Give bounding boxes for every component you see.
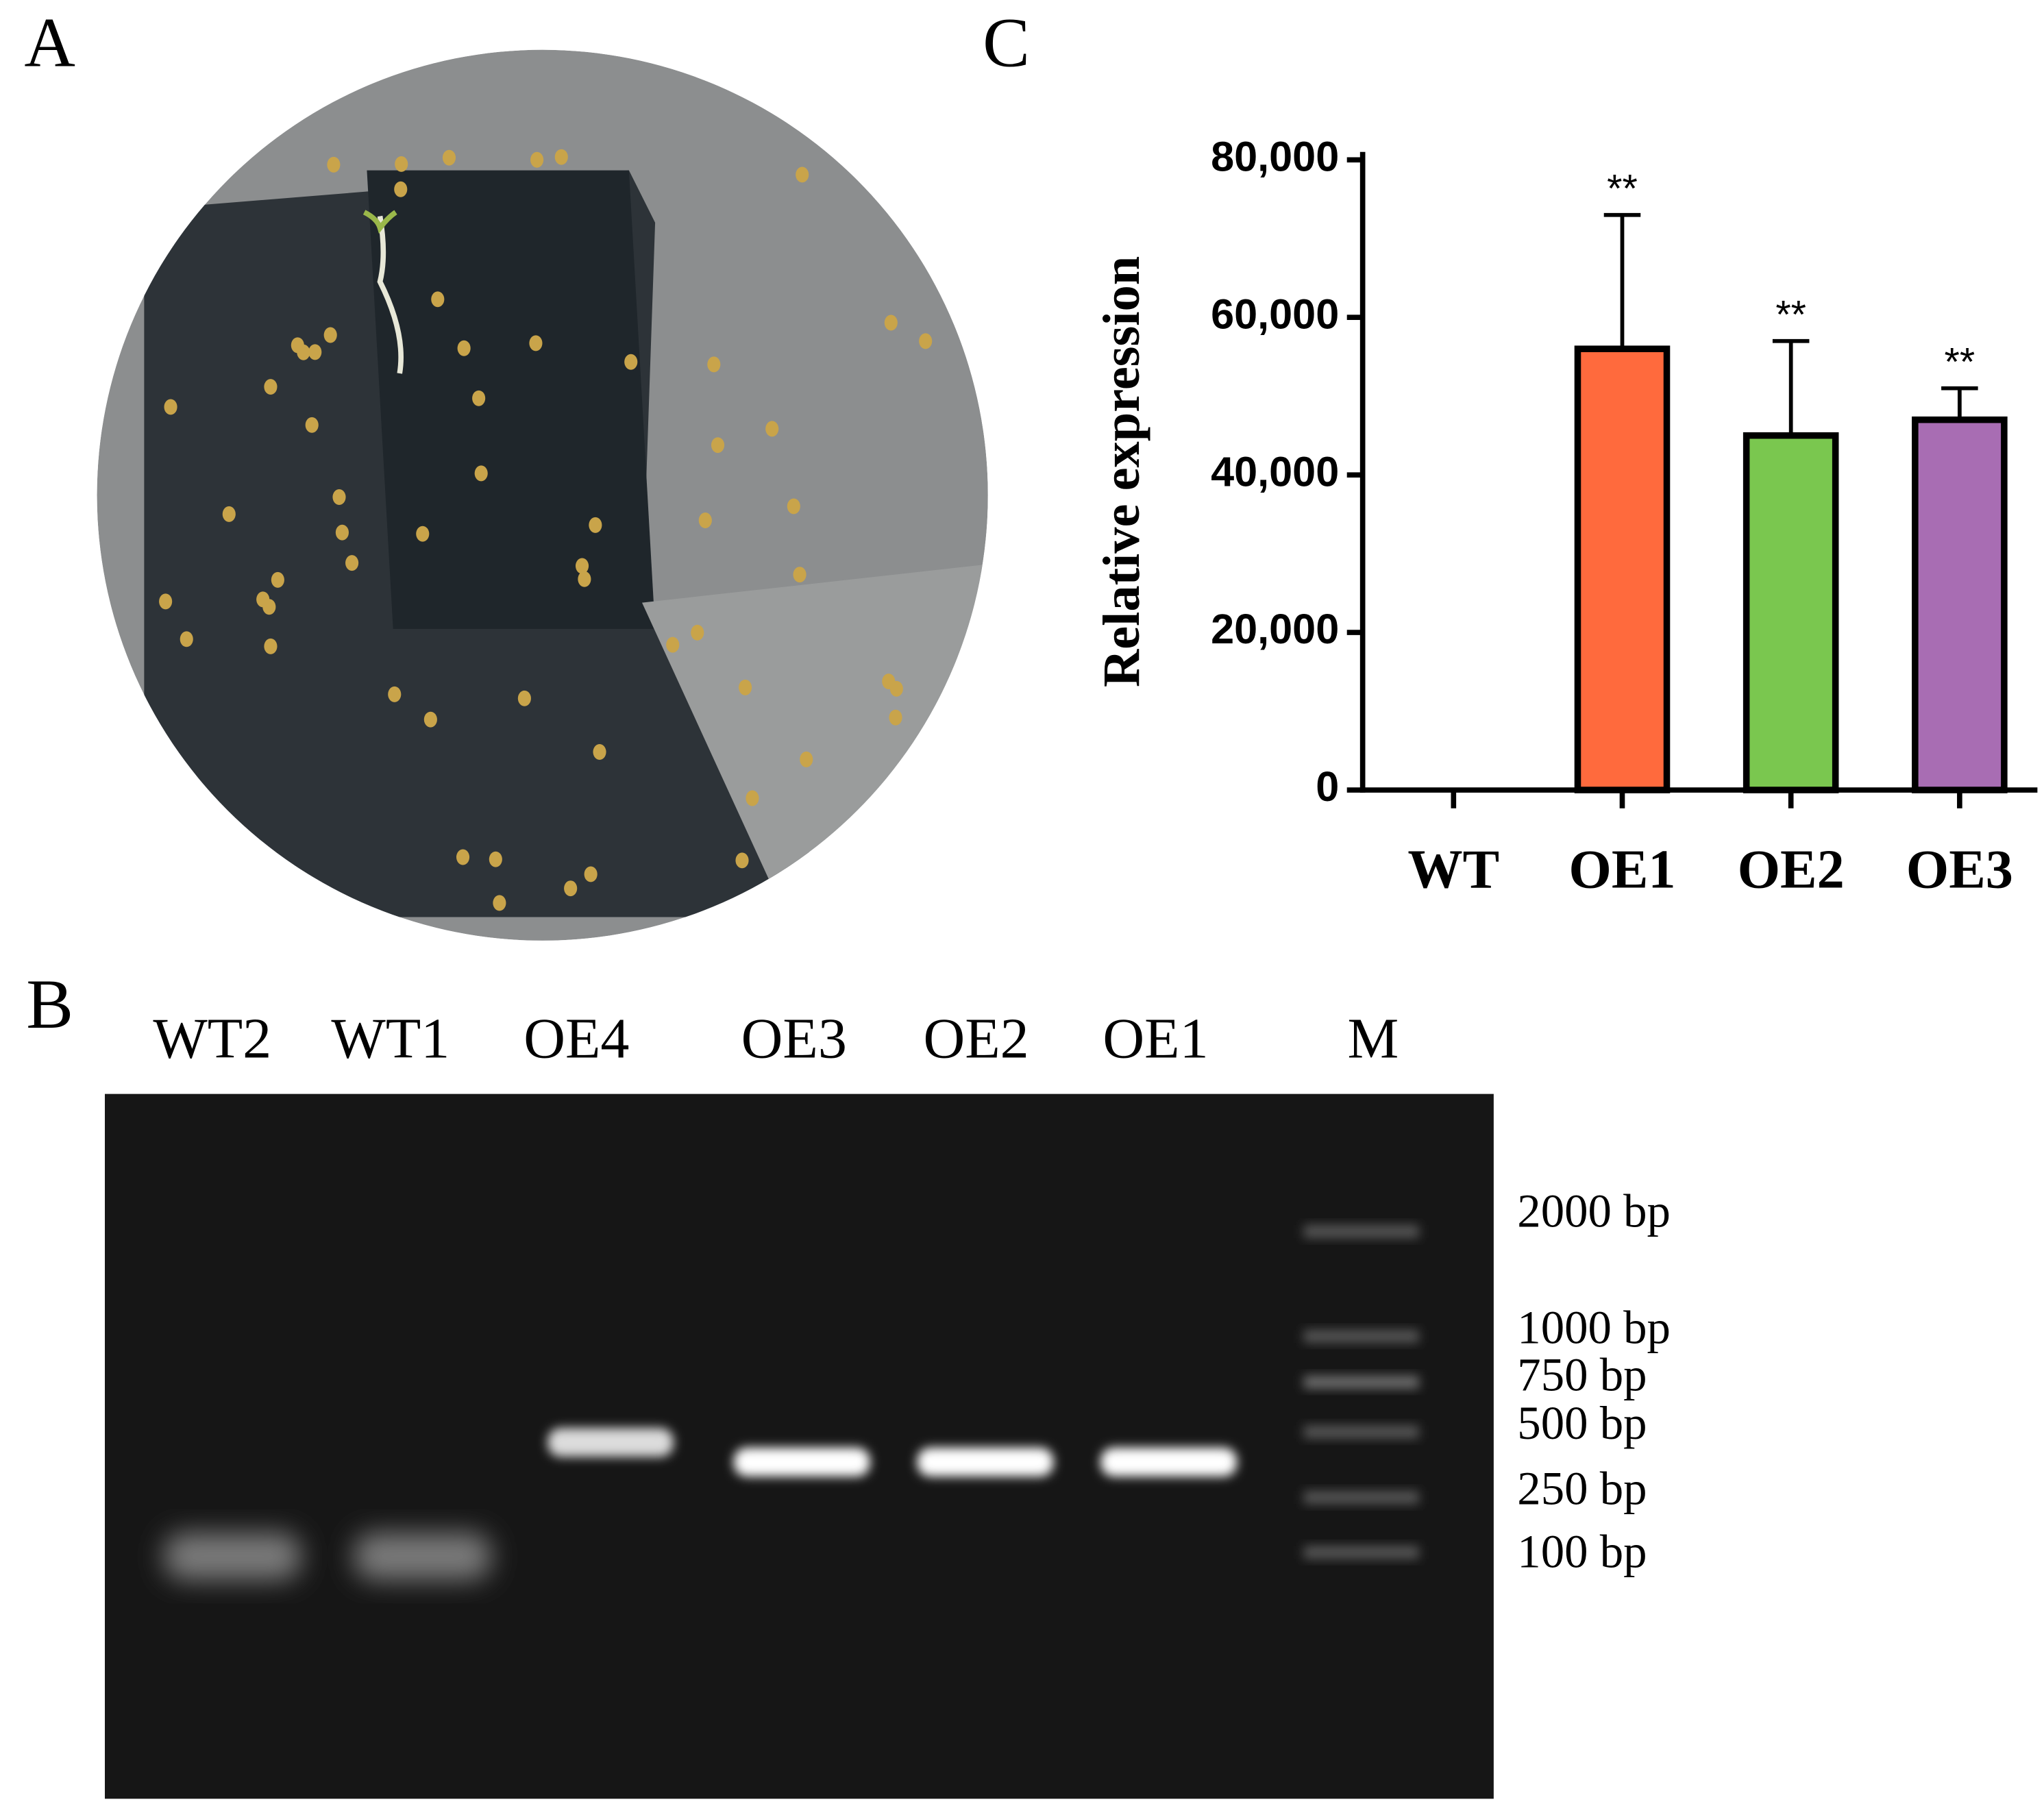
seed: [271, 571, 284, 588]
marker-label: 2000 bp: [1517, 1185, 1671, 1237]
seed: [739, 679, 752, 695]
significance: **: [1775, 293, 1806, 336]
y-axis-label: Relative expression: [1092, 256, 1150, 687]
seed: [707, 356, 721, 373]
seed: [578, 571, 591, 587]
seed: [666, 637, 680, 653]
x-tick-label: OE2: [1738, 839, 1845, 900]
seed: [889, 680, 903, 697]
lane-label: OE2: [923, 1006, 1029, 1070]
seed: [735, 852, 749, 869]
seed: [442, 149, 456, 166]
seed: [222, 506, 236, 522]
seed: [262, 599, 276, 615]
gel-bands: [164, 1224, 1419, 1581]
seed: [423, 711, 437, 728]
lane-label: WT1: [331, 1006, 450, 1070]
seed: [575, 558, 589, 574]
x-tick-label: OE1: [1568, 839, 1675, 900]
seed: [264, 379, 278, 395]
seed: [884, 314, 898, 331]
marker-label: 500 bp: [1517, 1397, 1647, 1449]
y-tick-label: 60,000: [1211, 291, 1339, 337]
marker-label: 1000 bp: [1517, 1301, 1671, 1353]
seed: [388, 686, 402, 702]
seed: [564, 880, 578, 897]
lane-label: WT2: [153, 1006, 271, 1070]
gel: [105, 1093, 1494, 1799]
seed: [264, 638, 278, 654]
seed: [919, 333, 933, 349]
panel-label: B: [26, 965, 73, 1043]
seed: [691, 624, 704, 641]
seed: [589, 517, 602, 533]
marker-label: 250 bp: [1517, 1463, 1647, 1515]
seed: [796, 166, 809, 183]
seed: [889, 709, 902, 726]
panel-label: A: [24, 3, 75, 82]
seed: [335, 524, 349, 541]
plate-photo: [97, 49, 988, 941]
seed: [698, 512, 712, 528]
significance: **: [1945, 340, 1975, 384]
seed: [472, 390, 486, 406]
seed: [530, 151, 544, 168]
y-tick-label: 80,000: [1211, 133, 1339, 180]
significance: **: [1607, 166, 1638, 210]
y-tick-label: 40,000: [1211, 448, 1339, 495]
seed: [308, 344, 322, 360]
bar: [1912, 416, 2008, 793]
bar: [1743, 432, 1839, 793]
seed: [593, 744, 606, 760]
lane-label: M: [1348, 1006, 1399, 1070]
marker-label: 750 bp: [1517, 1348, 1647, 1400]
panel-label: C: [983, 3, 1030, 82]
seed: [456, 849, 470, 865]
seed: [493, 895, 506, 911]
seed: [164, 399, 177, 415]
lane-label: OE1: [1103, 1006, 1208, 1070]
lane-label: OE4: [524, 1006, 629, 1070]
seed: [787, 498, 800, 515]
seed: [394, 181, 408, 197]
seed: [395, 156, 408, 172]
seed: [517, 690, 531, 706]
seed: [474, 465, 488, 482]
seed: [793, 567, 806, 583]
seed: [159, 593, 173, 610]
seed: [489, 851, 502, 867]
seed: [431, 291, 445, 308]
seed: [180, 631, 193, 647]
y-tick-label: 0: [1316, 763, 1339, 810]
marker-label: 100 bp: [1517, 1525, 1647, 1577]
seed: [291, 337, 304, 354]
seed: [457, 340, 471, 356]
seed: [624, 354, 638, 370]
seed: [584, 866, 598, 882]
seed: [800, 751, 813, 767]
seed: [332, 489, 346, 505]
seed: [327, 156, 341, 173]
x-tick-label: OE3: [1906, 839, 2013, 900]
lane-label: OE3: [741, 1006, 847, 1070]
bar: [1574, 345, 1671, 793]
seed: [554, 149, 568, 165]
seed: [305, 417, 319, 433]
seed: [746, 790, 759, 806]
x-tick-label: WT: [1407, 839, 1499, 900]
seed: [529, 335, 543, 351]
seed: [765, 421, 779, 437]
y-tick-label: 20,000: [1211, 606, 1339, 652]
seed: [323, 327, 337, 343]
seed: [416, 526, 430, 542]
seed: [711, 437, 725, 454]
seed: [345, 555, 359, 571]
